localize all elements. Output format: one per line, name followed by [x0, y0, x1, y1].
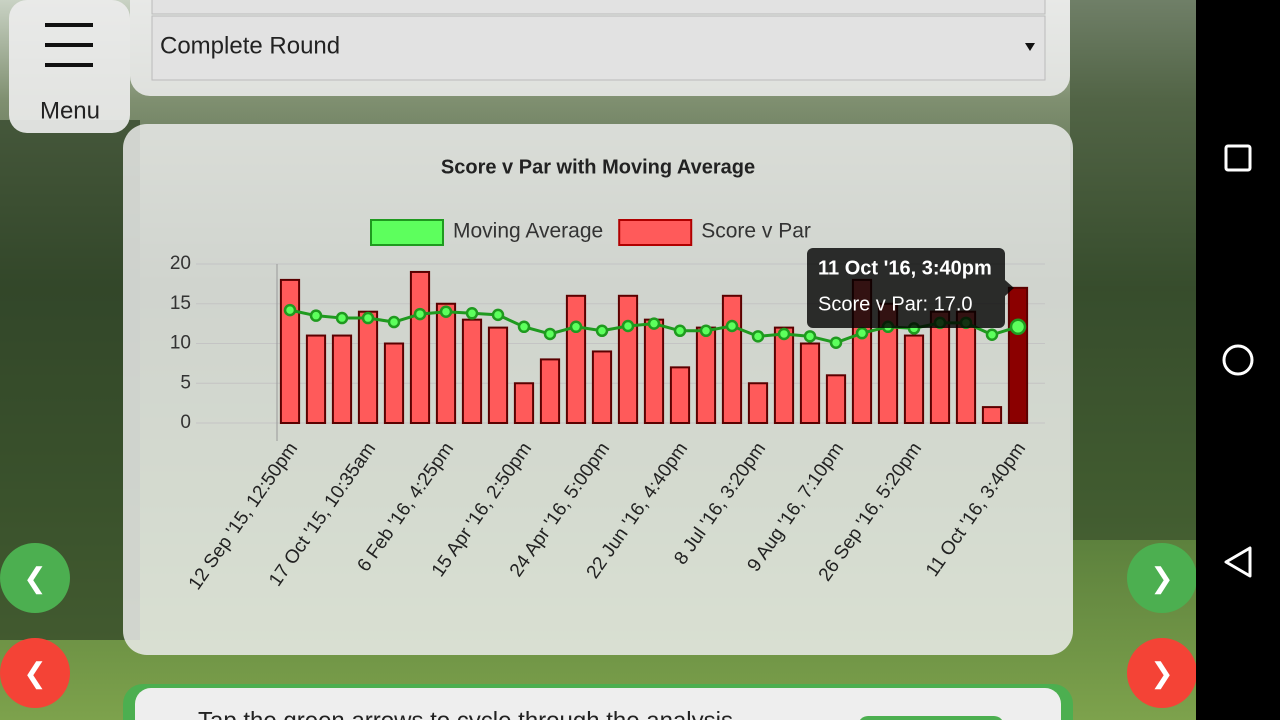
legend-label: Score v Par — [701, 220, 811, 243]
bar — [617, 294, 639, 424]
next-red-icon: ❯ — [1150, 657, 1173, 689]
tooltip: 11 Oct '16, 3:40pm Score v Par: 17.0 — [807, 248, 1014, 328]
bar — [669, 366, 691, 425]
prev-red-button[interactable] — [0, 638, 70, 708]
moving-average-point — [569, 320, 583, 334]
moving-average-point — [387, 315, 401, 329]
bar — [357, 310, 379, 425]
bar — [305, 334, 327, 424]
next-red-button[interactable] — [1127, 638, 1197, 708]
trees-right — [1070, 0, 1196, 540]
moving-average-point — [985, 328, 999, 342]
next-green-button[interactable] — [1127, 543, 1197, 613]
bar — [409, 270, 431, 425]
moving-average-point — [1009, 318, 1027, 336]
moving-average-point — [335, 311, 349, 325]
moving-average-point — [491, 308, 505, 322]
moving-average-point — [673, 324, 687, 338]
moving-average-point — [439, 305, 453, 318]
tooltip-arrow — [1005, 280, 1014, 296]
prev-red-icon: ❮ — [23, 657, 46, 689]
moving-average-point — [595, 324, 609, 338]
moving-average-point — [751, 330, 765, 343]
y-tick-label: 20 — [170, 253, 191, 274]
round-select[interactable] — [151, 15, 1046, 81]
bar — [487, 326, 509, 425]
menu-icon-line — [45, 43, 93, 47]
moving-average-point — [829, 336, 843, 349]
tooltip-text: Score v Par: 17.0 — [818, 293, 973, 315]
menu-icon-line — [45, 23, 93, 27]
bar — [643, 318, 665, 424]
bar — [461, 318, 483, 424]
legend-swatch — [370, 219, 444, 246]
footer-button[interactable] — [858, 716, 1004, 720]
footer-inner — [135, 688, 1061, 720]
select-box-upper[interactable] — [151, 0, 1046, 15]
moving-average-point — [777, 327, 791, 341]
moving-average-point — [803, 330, 817, 343]
footer-hint: Tap the green arrows to cycle through th… — [198, 707, 733, 720]
tooltip-title: 11 Oct '16, 3:40pm — [818, 257, 992, 279]
home-button[interactable] — [1222, 344, 1254, 376]
moving-average-point — [699, 324, 713, 338]
moving-average-point — [361, 311, 375, 325]
dropdown-arrow — [1025, 43, 1035, 51]
bar — [279, 278, 301, 424]
bar — [903, 334, 925, 424]
prev-green-button[interactable] — [0, 543, 70, 613]
bar — [695, 326, 717, 425]
moving-average-point — [543, 327, 557, 341]
moving-average-point — [413, 307, 427, 321]
bar — [331, 334, 353, 424]
menu-icon-line — [45, 63, 93, 67]
tooltip-box — [807, 248, 1005, 328]
moving-average-point — [309, 309, 323, 322]
nav-bar — [1196, 0, 1280, 720]
moving-average-point — [465, 307, 479, 320]
moving-average-point — [855, 326, 869, 340]
bar — [981, 406, 1003, 425]
y-tick-label: 5 — [180, 372, 191, 393]
round-select-label: Complete Round — [160, 32, 340, 59]
bar — [773, 326, 795, 425]
bar — [591, 350, 613, 425]
y-tick-label: 10 — [170, 333, 191, 354]
y-tick-label: 15 — [170, 293, 191, 314]
moving-average-point — [283, 303, 297, 317]
moving-average-point — [725, 319, 739, 333]
bar — [383, 342, 405, 424]
bar — [565, 294, 587, 424]
moving-average-point — [517, 320, 531, 334]
prev-green-icon: ❮ — [23, 562, 46, 594]
legend-swatch — [618, 219, 693, 246]
bar — [513, 382, 535, 424]
menu-label: Menu — [40, 97, 100, 124]
recents-button[interactable] — [1224, 144, 1252, 172]
y-tick-label: 0 — [180, 412, 191, 433]
bar — [539, 358, 561, 424]
bar — [747, 382, 769, 424]
bar — [825, 374, 847, 424]
bar — [1007, 286, 1029, 424]
back-button[interactable] — [1224, 546, 1252, 578]
moving-average-point — [647, 317, 661, 330]
legend-label: Moving Average — [453, 220, 603, 243]
chart-title: Score v Par with Moving Average — [441, 156, 755, 178]
bar — [435, 302, 457, 424]
bar — [721, 294, 743, 424]
bar — [799, 342, 821, 424]
next-green-icon: ❯ — [1150, 562, 1173, 594]
moving-average-point — [621, 319, 635, 333]
